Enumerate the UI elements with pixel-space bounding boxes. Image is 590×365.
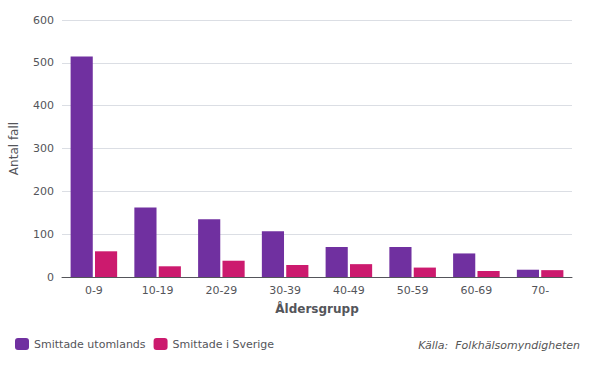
- svg-text:50-59: 50-59: [397, 284, 429, 297]
- svg-text:Smittade utomlands: Smittade utomlands: [34, 338, 146, 351]
- svg-text:100: 100: [33, 228, 54, 241]
- svg-text:0-9: 0-9: [85, 284, 103, 297]
- svg-text:Åldersgrupp: Åldersgrupp: [275, 301, 359, 316]
- svg-text:0: 0: [47, 271, 54, 284]
- svg-text:Antal fall: Antal fall: [7, 122, 21, 175]
- svg-text:30-39: 30-39: [269, 284, 301, 297]
- svg-text:60-69: 60-69: [460, 284, 492, 297]
- svg-text:40-49: 40-49: [333, 284, 365, 297]
- svg-text:Källa: Folkhälsomyndigheten: Källa: Folkhälsomyndigheten: [418, 339, 580, 352]
- svg-text:70-: 70-: [531, 284, 549, 297]
- svg-text:300: 300: [33, 142, 54, 155]
- svg-text:500: 500: [33, 56, 54, 69]
- svg-text:10-19: 10-19: [142, 284, 174, 297]
- svg-text:200: 200: [33, 185, 54, 198]
- svg-text:Smittade i Sverige: Smittade i Sverige: [173, 338, 275, 351]
- svg-text:400: 400: [33, 99, 54, 112]
- svg-text:600: 600: [33, 14, 54, 27]
- svg-text:20-29: 20-29: [205, 284, 237, 297]
